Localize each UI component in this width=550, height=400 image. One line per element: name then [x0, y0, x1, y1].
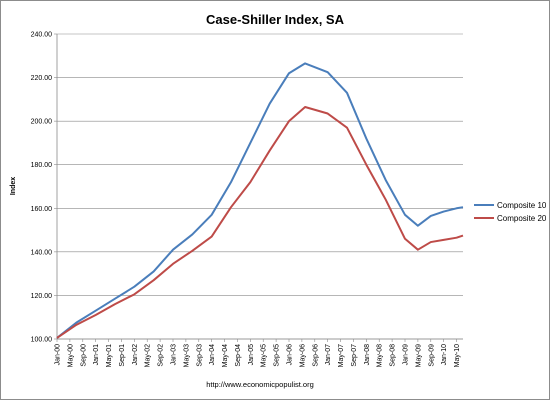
x-tick-label: May-01 — [106, 344, 113, 367]
source-credit: http://www.economicpopulist.org — [206, 380, 314, 389]
x-tick-label: May-06 — [299, 344, 306, 367]
x-tick-label: Jan-07 — [325, 344, 332, 366]
y-tick-label: 100.00 — [31, 337, 53, 344]
x-tick-label: Sep-05 — [274, 344, 281, 367]
y-tick-label: 140.00 — [31, 249, 53, 256]
y-tick-label: 220.00 — [31, 75, 53, 82]
x-tick-label: Jan-01 — [93, 344, 100, 366]
y-tick-label: 240.00 — [31, 32, 53, 39]
series-lines — [56, 62, 464, 339]
x-tick-label: Jan-04 — [209, 344, 216, 366]
x-tick-label: Sep-07 — [351, 344, 358, 367]
gridlines — [57, 33, 463, 340]
x-tick-label: Jan-08 — [364, 344, 371, 366]
x-tick-label: Sep-02 — [158, 344, 165, 367]
x-tick-label: Sep-08 — [390, 344, 397, 367]
y-axis-ticks: 100.00 120.00 140.00 160.00 180.00 200.00 220.… — [31, 32, 57, 344]
x-tick-label: Sep-09 — [428, 344, 435, 367]
x-tick-label: Sep-00 — [80, 344, 87, 367]
series-line-2 — [56, 105, 464, 339]
x-tick-label: May-09 — [415, 344, 422, 367]
x-axis-ticks: Jan-00 May-00 Sep-00 Jan-01 May-01 Sep-01 Jan-… — [55, 339, 461, 367]
x-tick-label: May-04 — [222, 344, 229, 367]
y-tick-label: 160.00 — [31, 206, 53, 213]
legend-label-1: Composite 10 — [497, 201, 547, 210]
x-tick-label: Jan-00 — [55, 344, 62, 366]
x-tick-label: Sep-01 — [119, 344, 126, 367]
x-tick-label: Jan-09 — [403, 344, 410, 366]
x-tick-label: Sep-06 — [312, 344, 319, 367]
y-tick-label: 120.00 — [31, 293, 53, 300]
y-tick-label: 200.00 — [31, 119, 53, 126]
x-tick-label: Jan-02 — [132, 344, 139, 366]
x-tick-label: May-08 — [377, 344, 384, 367]
y-axis-label: Index — [10, 177, 17, 195]
x-tick-label: May-07 — [338, 344, 345, 367]
series-line-1 — [56, 62, 464, 339]
x-tick-label: Sep-03 — [196, 344, 203, 367]
legend-label-2: Composite 20 — [497, 214, 547, 223]
x-tick-label: Jan-06 — [287, 344, 294, 366]
legend: Composite 10 Composite 20 — [474, 201, 547, 223]
x-tick-label: May-05 — [261, 344, 268, 367]
axes — [56, 34, 463, 340]
x-tick-label: May-10 — [454, 344, 461, 367]
x-tick-label: Jan-10 — [441, 344, 448, 366]
x-tick-label: Jan-03 — [171, 344, 178, 366]
x-tick-label: Sep-04 — [235, 344, 242, 367]
y-tick-label: 180.00 — [31, 162, 53, 169]
x-tick-label: May-02 — [145, 344, 152, 367]
x-tick-label: May-03 — [183, 344, 190, 367]
chart-title: Case-Shiller Index, SA — [206, 12, 345, 27]
x-tick-label: Jan-05 — [248, 344, 255, 366]
x-tick-label: May-00 — [67, 344, 74, 367]
